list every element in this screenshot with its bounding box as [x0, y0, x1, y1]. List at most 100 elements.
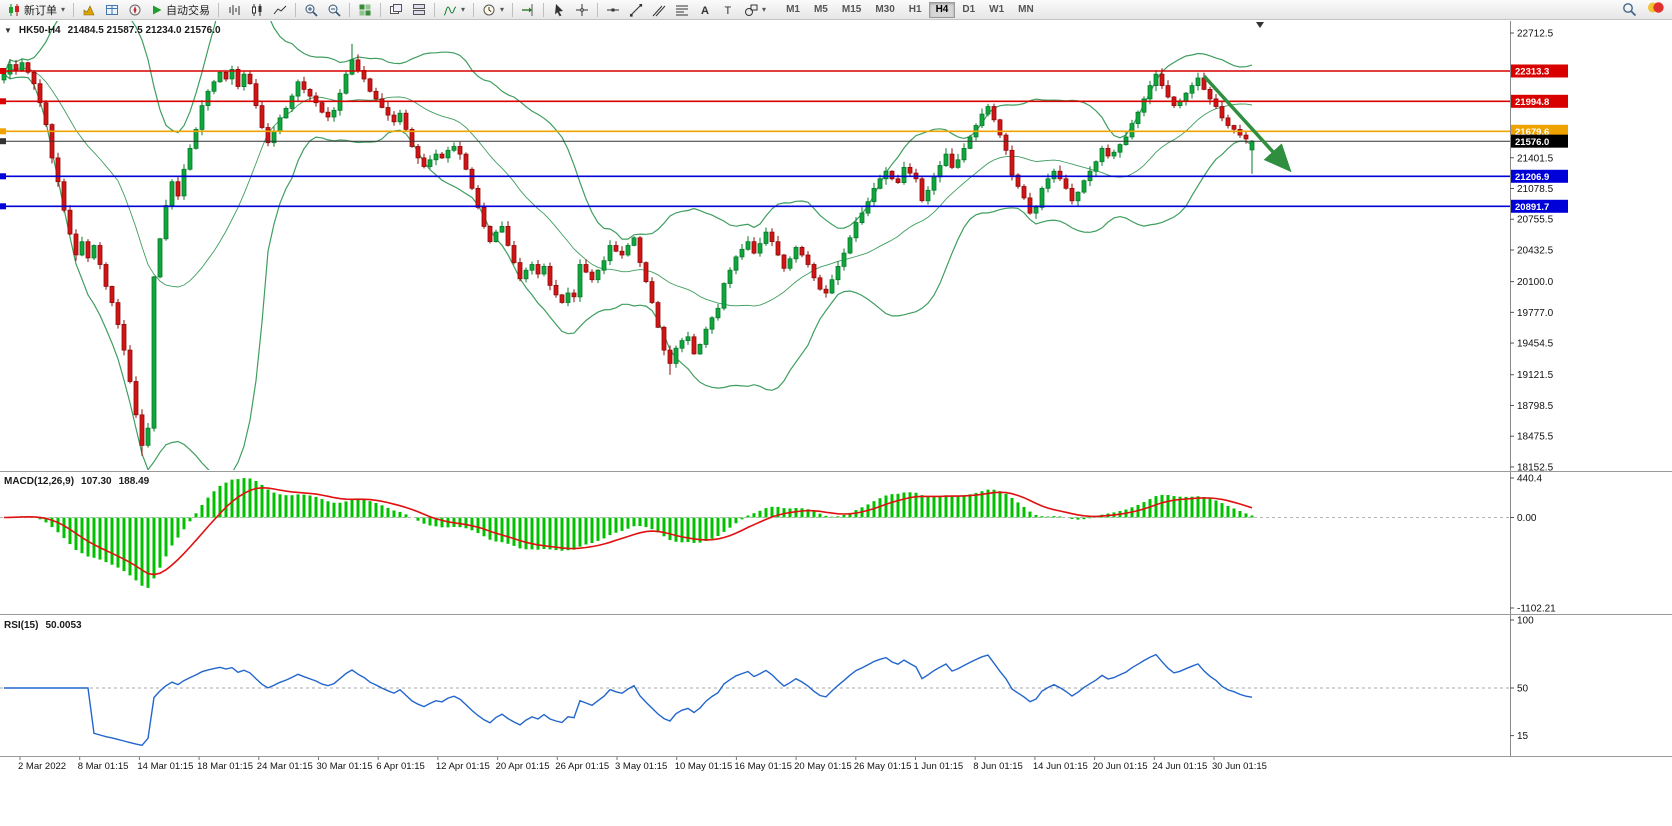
price-axis-label: 20432.5: [1517, 245, 1554, 256]
new-order-button[interactable]: 新订单 ▾: [3, 1, 69, 18]
candle: [547, 265, 553, 286]
timeframe-m30[interactable]: M30: [868, 2, 901, 18]
candle: [1033, 206, 1039, 214]
candle: [775, 241, 781, 256]
candle: [397, 112, 403, 123]
timeframe-w1[interactable]: W1: [982, 2, 1011, 18]
trendline-tool-button[interactable]: [625, 1, 647, 18]
candle: [1045, 178, 1051, 189]
candle: [541, 265, 547, 275]
candle: [283, 108, 289, 119]
trend-arrow[interactable]: [1202, 74, 1292, 173]
line-chart-icon: [273, 5, 287, 14]
cursor-button[interactable]: [548, 1, 570, 18]
candle: [997, 119, 1003, 136]
fibonacci-tool-button[interactable]: [671, 1, 693, 18]
label-tool-button[interactable]: T: [717, 1, 739, 18]
time-axis-label: 30 Jun 01:15: [1212, 761, 1267, 772]
candle: [1147, 85, 1153, 100]
zoom-out-button[interactable]: [323, 1, 345, 18]
period-clock-button[interactable]: ▾: [478, 1, 508, 18]
crosshair-button[interactable]: [571, 1, 593, 18]
candle: [445, 149, 451, 159]
rsi-axis-label: 100: [1517, 616, 1534, 627]
candle: [847, 237, 853, 254]
candle: [799, 246, 805, 256]
horizontal-levels: [0, 68, 1510, 210]
candle: [1243, 134, 1249, 140]
price-tag: [1511, 124, 1568, 138]
autotrading-button[interactable]: 自动交易: [147, 1, 214, 18]
level-left-marker[interactable]: [0, 128, 6, 135]
timeframe-mn[interactable]: MN: [1011, 2, 1041, 18]
zoom-in-button[interactable]: [300, 1, 322, 18]
timeframe-m1[interactable]: M1: [779, 2, 807, 18]
candle: [301, 81, 307, 90]
hline-tool-button[interactable]: [602, 1, 624, 18]
time-axis-label: 26 Apr 01:15: [555, 761, 609, 772]
data-window-button[interactable]: [101, 1, 123, 18]
timeframe-d1[interactable]: D1: [955, 2, 982, 18]
collapse-icon[interactable]: ▼: [4, 26, 12, 35]
level-left-marker[interactable]: [0, 98, 6, 105]
candle: [409, 128, 415, 147]
time-axis-label: 14 Jun 01:15: [1033, 761, 1088, 772]
candle: [229, 69, 235, 80]
candle: [145, 427, 151, 446]
candle: [931, 176, 937, 191]
new-order-label: 新订单: [24, 4, 57, 17]
timeframe-m5[interactable]: M5: [807, 2, 835, 18]
line-chart-button[interactable]: [269, 1, 291, 18]
candle: [673, 347, 679, 364]
time-axis-label: 6 Apr 01:15: [376, 761, 425, 772]
cascade-windows-button[interactable]: [408, 1, 430, 18]
candle: [1165, 85, 1171, 98]
candle: [709, 317, 715, 330]
candle: [805, 254, 811, 265]
channel-tool-button[interactable]: [648, 1, 670, 18]
candle: [115, 302, 121, 325]
candle: [295, 81, 301, 97]
text-tool-button[interactable]: A: [694, 1, 716, 18]
candle: [451, 146, 457, 151]
level-left-marker[interactable]: [0, 173, 6, 180]
macd-panel-title: MACD(12,26,9) 107.30 188.49: [4, 476, 149, 487]
time-axis-label: 3 May 01:15: [615, 761, 667, 772]
candle-chart-button[interactable]: [246, 1, 268, 18]
chart-shift-button[interactable]: [517, 1, 539, 18]
timeframe-m15[interactable]: M15: [835, 2, 868, 18]
candle: [637, 237, 643, 263]
svg-text:T: T: [725, 5, 732, 17]
navigator-button[interactable]: [124, 1, 146, 18]
candle: [523, 269, 529, 280]
shapes-tool-button[interactable]: ▾: [740, 1, 770, 18]
candle: [667, 349, 673, 364]
tile-windows-button[interactable]: [354, 1, 376, 18]
price-axis[interactable]: 22712.5 21401.5 21078.5 20755.5 20432.5 20100…: [1510, 29, 1568, 474]
price-axis-label: 19454.5: [1517, 339, 1554, 350]
shift-marker-icon[interactable]: [1256, 22, 1264, 28]
candle: [841, 252, 847, 267]
arrange-windows-button[interactable]: [385, 1, 407, 18]
level-left-marker[interactable]: [0, 203, 6, 210]
candle: [373, 90, 379, 100]
timeframe-h1[interactable]: H1: [902, 2, 929, 18]
timeframe-h4[interactable]: H4: [928, 1, 956, 18]
candle: [187, 147, 193, 170]
indicators-button[interactable]: ▾: [439, 1, 469, 18]
level-left-marker[interactable]: [0, 68, 6, 74]
candle: [817, 277, 823, 290]
clock-icon: [483, 4, 495, 15]
candle: [313, 95, 319, 104]
bar-chart-button[interactable]: [223, 1, 245, 18]
level-left-marker[interactable]: [0, 138, 6, 145]
market-watch-button[interactable]: [78, 1, 100, 18]
chart-shift-icon: [522, 3, 533, 16]
candle: [235, 69, 241, 87]
candle: [157, 238, 163, 278]
search-button[interactable]: [1618, 1, 1641, 18]
time-axis[interactable]: 2 Mar 2022 8 Mar 01:15 14 Mar 01:15 18 Mar …: [18, 757, 1267, 772]
notification-badge[interactable]: [1647, 0, 1665, 20]
price-tag: [1511, 199, 1568, 213]
